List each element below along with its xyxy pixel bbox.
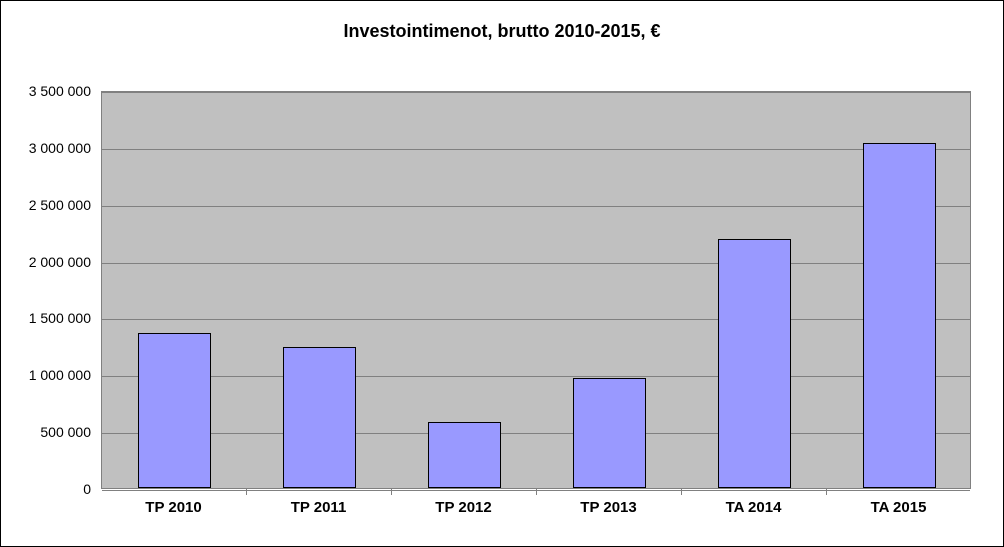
y-tick-label: 2 000 000	[1, 254, 91, 270]
gridline	[102, 319, 970, 320]
y-tick-label: 1 500 000	[1, 310, 91, 326]
gridline	[102, 149, 970, 150]
y-tick-label: 3 000 000	[1, 140, 91, 156]
x-tick-label: TP 2012	[391, 499, 536, 516]
bar	[573, 378, 646, 488]
gridline	[102, 433, 970, 434]
bar	[718, 239, 791, 488]
bar	[428, 422, 501, 488]
x-tick-label: TP 2013	[536, 499, 681, 516]
y-tick-label: 1 000 000	[1, 367, 91, 383]
x-tick-mark	[536, 489, 537, 495]
chart-container: Investointimenot, brutto 2010-2015, € 0 5…	[0, 0, 1004, 547]
y-tick-label: 3 500 000	[1, 83, 91, 99]
bar	[283, 347, 356, 488]
x-tick-mark	[681, 489, 682, 495]
gridline	[102, 92, 970, 93]
gridline	[102, 376, 970, 377]
y-tick-label: 500 000	[1, 424, 91, 440]
y-tick-label: 2 500 000	[1, 197, 91, 213]
x-tick-mark	[246, 489, 247, 495]
x-tick-label: TA 2014	[681, 499, 826, 516]
plot-area	[101, 91, 971, 489]
x-tick-label: TP 2010	[101, 499, 246, 516]
chart-title: Investointimenot, brutto 2010-2015, €	[1, 21, 1003, 42]
bar	[863, 143, 936, 488]
x-tick-mark	[826, 489, 827, 495]
gridline	[102, 263, 970, 264]
x-tick-label: TP 2011	[246, 499, 391, 516]
x-tick-label: TA 2015	[826, 499, 971, 516]
gridline	[102, 206, 970, 207]
bar	[138, 333, 211, 488]
y-tick-label: 0	[1, 481, 91, 497]
x-tick-mark	[391, 489, 392, 495]
